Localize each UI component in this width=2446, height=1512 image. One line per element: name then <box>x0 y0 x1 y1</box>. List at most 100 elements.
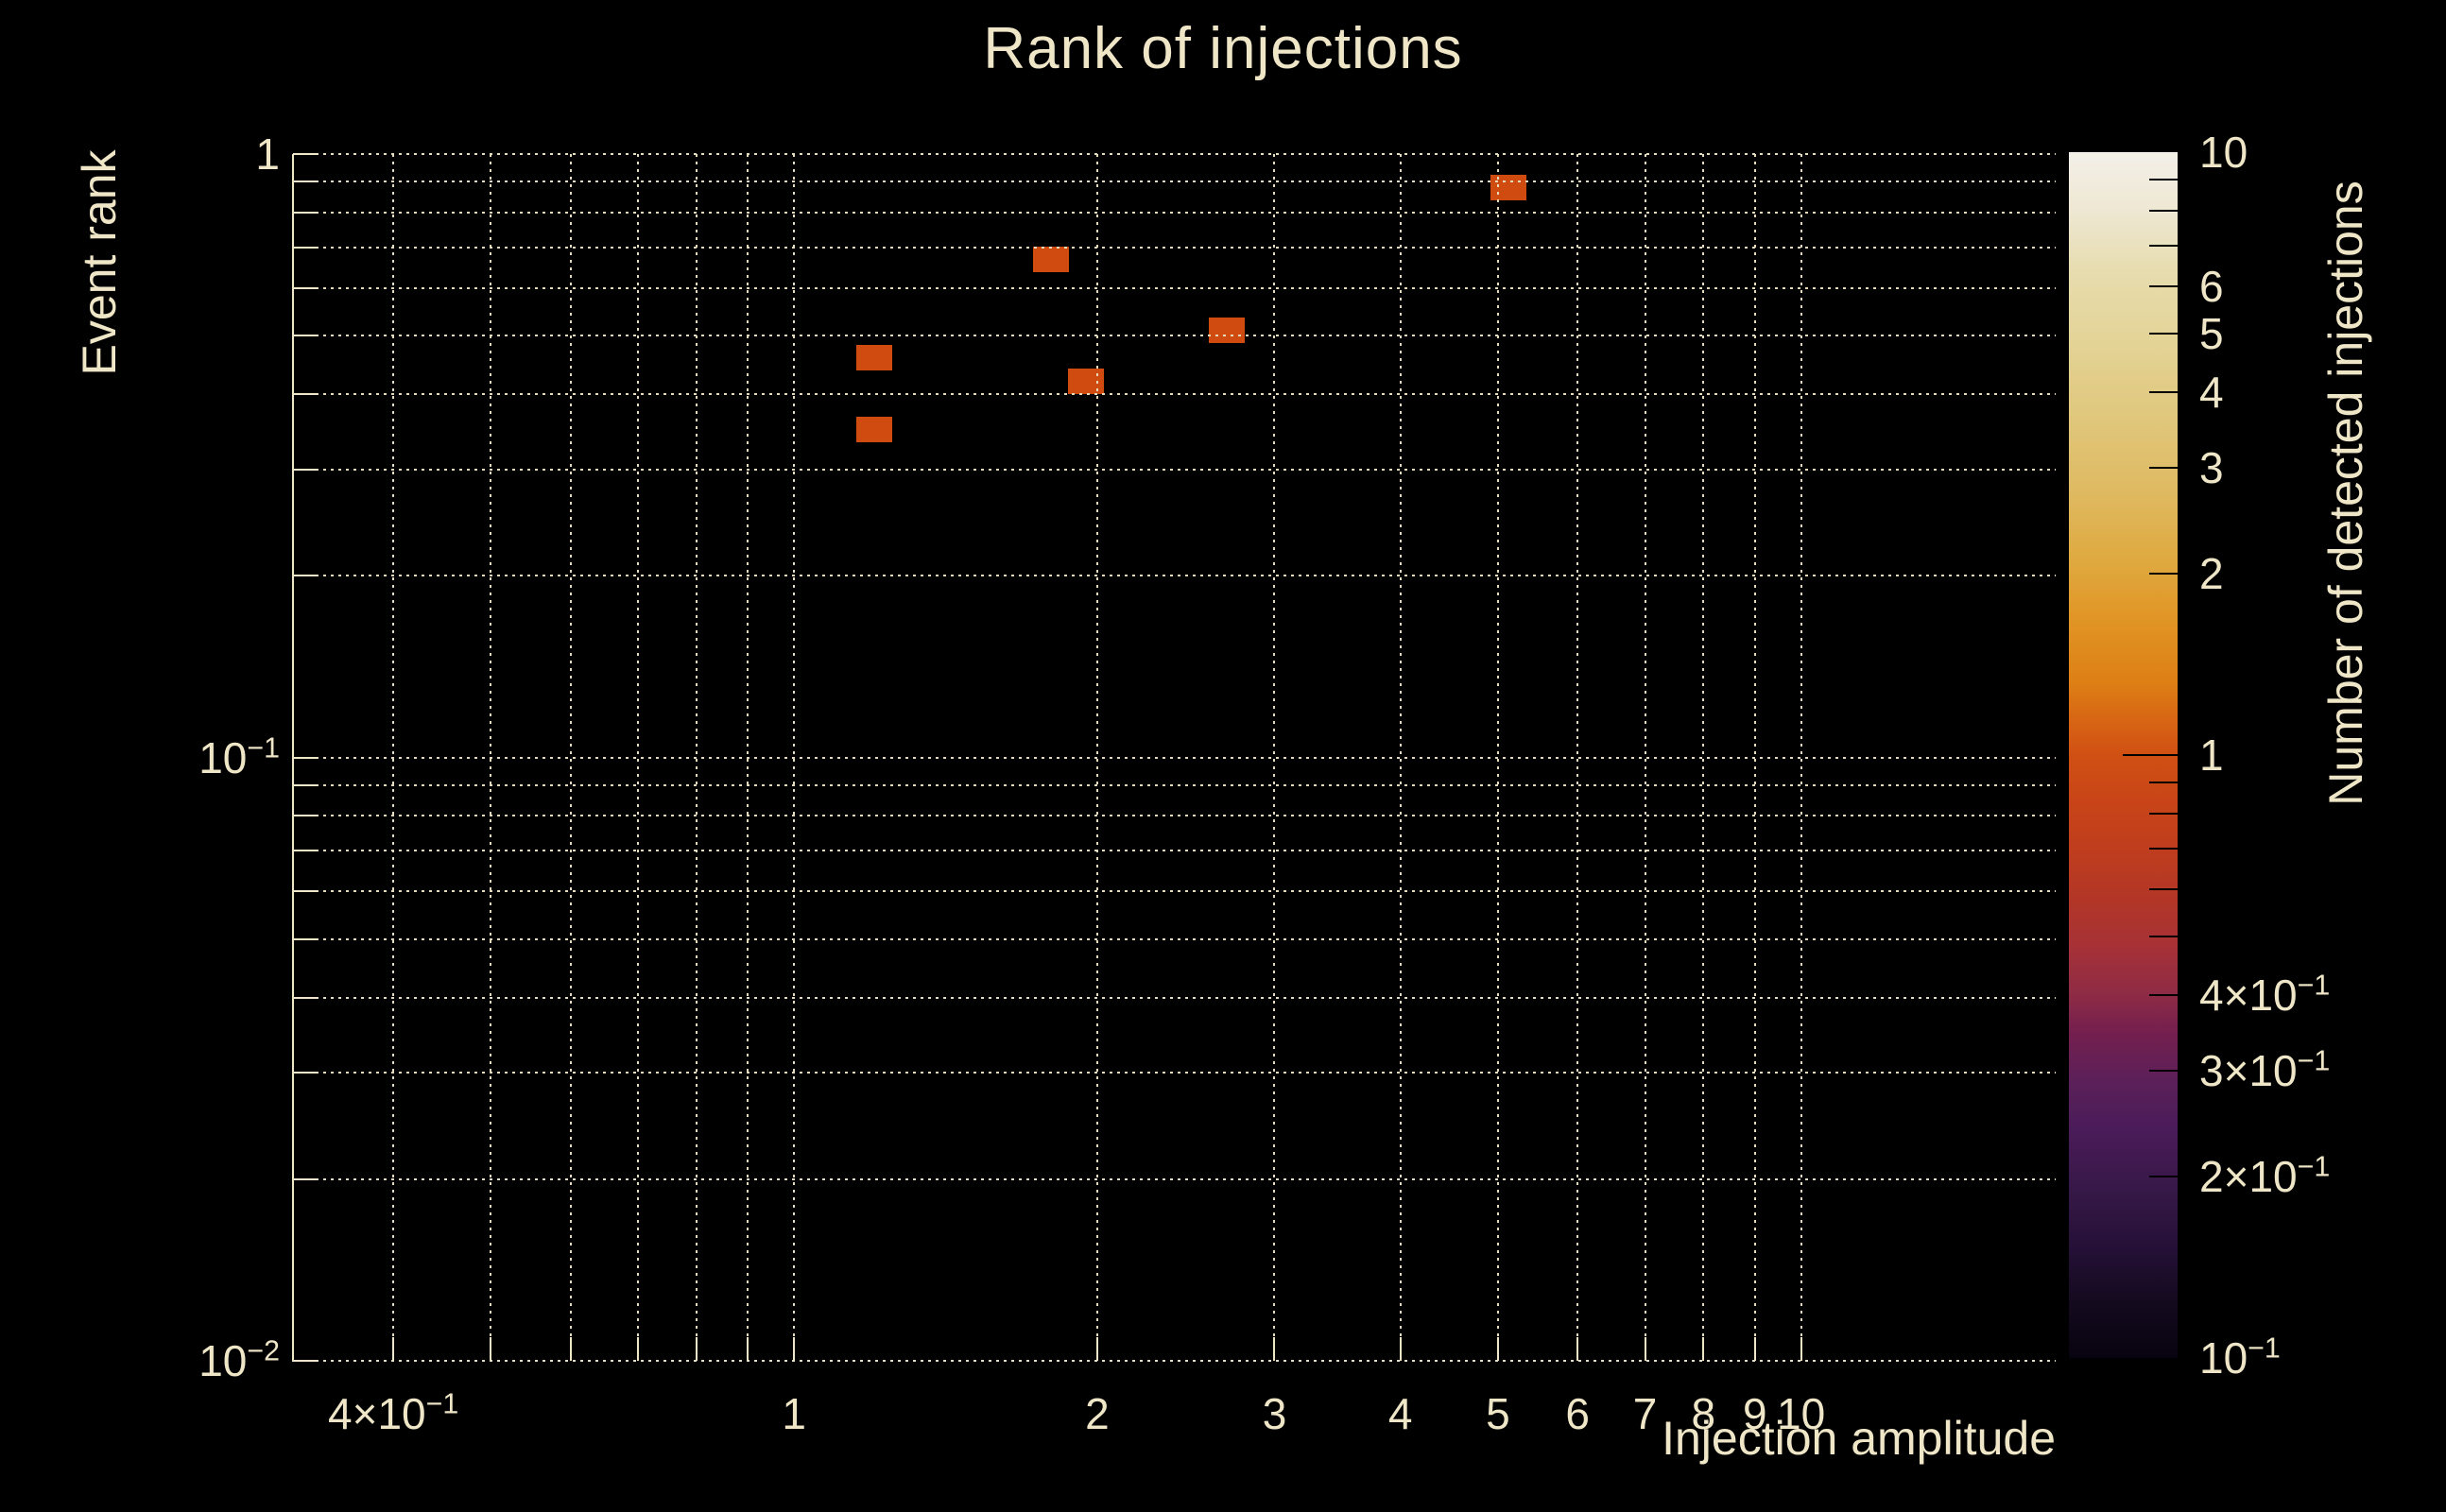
colorbar-tick-label: 4 <box>2199 367 2224 417</box>
y-tick <box>293 286 318 289</box>
colorbar-tick <box>2149 847 2178 850</box>
x-tick-label: 1 <box>782 1389 806 1438</box>
y-tick <box>293 153 318 155</box>
colorbar-tick <box>2149 244 2178 247</box>
x-tick-label: 7 <box>1632 1389 1658 1438</box>
y-gridline <box>293 468 2056 471</box>
x-tick <box>1496 1337 1499 1361</box>
colorbar-tick <box>2149 782 2178 784</box>
x-tick-label: 2 <box>1085 1389 1110 1438</box>
colorbar-tick <box>2149 209 2178 212</box>
x-tick-label: 5 <box>1486 1389 1510 1438</box>
x-tick <box>793 1337 796 1361</box>
colorbar-tick <box>2149 390 2178 393</box>
y-tick-label: 10−2 <box>198 1335 280 1385</box>
x-gridline <box>392 154 395 1361</box>
colorbar-tick <box>2149 333 2178 335</box>
x-tick-label: 3 <box>1262 1389 1287 1438</box>
y-tick <box>293 756 318 759</box>
y-axis-label: Event rank <box>73 149 126 376</box>
colorbar-tick <box>2149 812 2178 815</box>
x-axis-label: Injection amplitude <box>1662 1412 2056 1465</box>
x-tick <box>695 1337 698 1361</box>
heatmap-bin <box>1490 174 1526 200</box>
x-gridline <box>1576 154 1579 1361</box>
colorbar-tick-label: 10−1 <box>2199 1332 2281 1383</box>
exponent: −1 <box>2248 1332 2281 1365</box>
y-gridline <box>293 393 2056 396</box>
colorbar-tick <box>2149 1175 2178 1177</box>
x-tick <box>1800 1337 1802 1361</box>
colorbar-tick <box>2123 754 2178 756</box>
y-gridline <box>293 815 2056 817</box>
colorbar-tick <box>2149 284 2178 287</box>
colorbar-tick <box>2149 466 2178 469</box>
y-tick <box>293 335 318 337</box>
x-tick <box>1399 1337 1402 1361</box>
plot-area <box>292 153 2056 1362</box>
y-tick <box>293 1360 318 1362</box>
x-tick <box>569 1337 572 1361</box>
colorbar-tick <box>2149 1069 2178 1072</box>
colorbar-tick-label: 2×10−1 <box>2199 1151 2331 1201</box>
colorbar-tick <box>2149 887 2178 890</box>
colorbar-tick <box>2149 179 2178 181</box>
colorbar-tick-label: 2 <box>2199 548 2224 598</box>
y-gridline <box>293 996 2056 999</box>
heatmap-bin <box>1068 369 1105 395</box>
y-tick <box>293 890 318 893</box>
x-gridline <box>793 154 796 1361</box>
y-gridline <box>293 211 2056 214</box>
y-gridline <box>293 335 2056 337</box>
x-gridline <box>695 154 698 1361</box>
y-tick <box>293 393 318 396</box>
y-gridline <box>293 153 2056 155</box>
exponent: −1 <box>425 1388 459 1420</box>
heatmap-bin <box>855 416 892 442</box>
x-tick <box>637 1337 640 1361</box>
x-tick <box>1576 1337 1579 1361</box>
y-tick <box>293 815 318 817</box>
x-gridline <box>1273 154 1276 1361</box>
exponent: −1 <box>247 732 280 765</box>
y-gridline <box>293 1360 2056 1362</box>
heatmap-bin <box>1033 246 1070 272</box>
exponent: −1 <box>2297 970 2331 1002</box>
x-gridline <box>1753 154 1756 1361</box>
y-tick <box>293 468 318 471</box>
heatmap-bin <box>855 344 892 370</box>
colorbar-tick-label: 3 <box>2199 442 2224 492</box>
y-tick <box>293 575 318 577</box>
x-tick-label: 4×10−1 <box>328 1388 459 1438</box>
colorbar-tick-label: 4×10−1 <box>2199 970 2331 1020</box>
x-tick <box>490 1337 492 1361</box>
colorbar <box>2069 152 2178 1358</box>
y-gridline <box>293 1177 2056 1180</box>
x-gridline <box>1800 154 1802 1361</box>
colorbar-tick <box>2149 993 2178 996</box>
x-gridline <box>1644 154 1646 1361</box>
y-tick <box>293 783 318 786</box>
y-tick <box>293 246 318 249</box>
x-gridline <box>1702 154 1705 1361</box>
x-gridline <box>569 154 572 1361</box>
y-gridline <box>293 937 2056 940</box>
x-tick <box>1753 1337 1756 1361</box>
y-tick <box>293 996 318 999</box>
exponent: −1 <box>2297 1151 2331 1183</box>
colorbar-tick-label: 1 <box>2199 730 2224 780</box>
y-tick <box>293 1177 318 1180</box>
x-tick-label: 6 <box>1565 1389 1591 1438</box>
colorbar-tick-label: 6 <box>2199 261 2224 311</box>
x-tick <box>1095 1337 1098 1361</box>
colorbar-tick-label: 5 <box>2199 309 2224 359</box>
y-gridline <box>293 246 2056 249</box>
exponent: −2 <box>247 1335 280 1367</box>
colorbar-tick-label: 3×10−1 <box>2199 1045 2331 1095</box>
y-tick <box>293 937 318 940</box>
y-tick <box>293 180 318 183</box>
x-gridline <box>490 154 492 1361</box>
x-gridline <box>747 154 749 1361</box>
y-gridline <box>293 850 2056 852</box>
